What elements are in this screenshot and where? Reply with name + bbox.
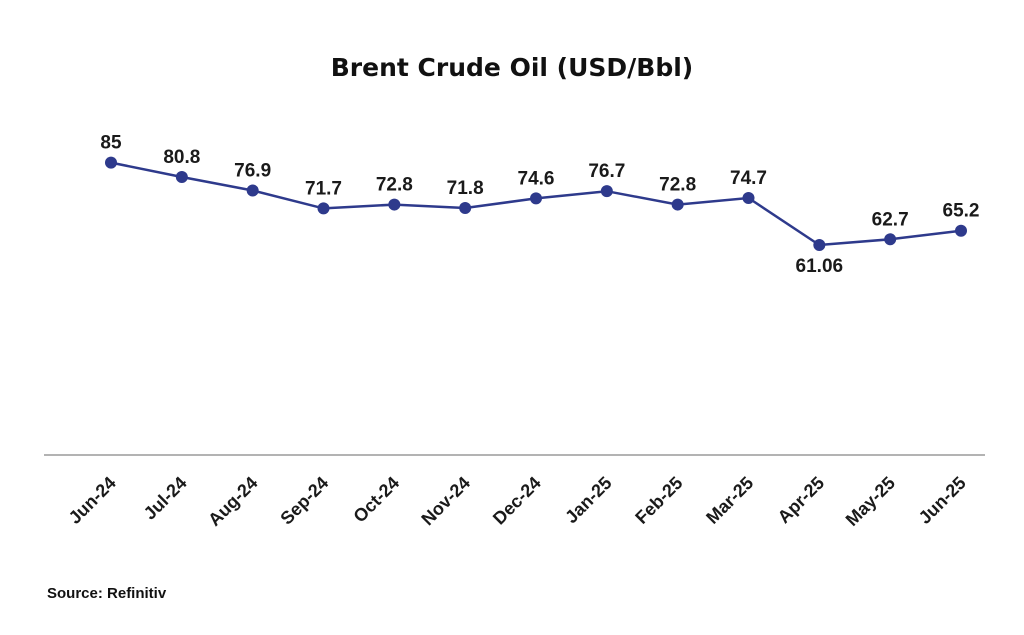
data-label: 62.7 bbox=[872, 209, 909, 230]
x-tick-label: Nov-24 bbox=[417, 473, 474, 530]
x-tick-label: Mar-25 bbox=[702, 473, 757, 528]
data-label: 74.6 bbox=[518, 168, 555, 189]
x-tick-label: Dec-24 bbox=[489, 473, 545, 529]
data-label: 80.8 bbox=[163, 147, 200, 168]
data-point bbox=[600, 185, 613, 198]
x-tick-label: Jun-24 bbox=[65, 473, 120, 528]
x-tick-label: Jan-25 bbox=[561, 473, 615, 527]
x-tick-label: May-25 bbox=[842, 473, 899, 530]
data-point bbox=[246, 184, 259, 197]
x-tick-label: Sep-24 bbox=[276, 473, 332, 529]
data-point bbox=[530, 192, 542, 205]
x-tick-label: Apr-25 bbox=[774, 473, 828, 527]
data-point bbox=[884, 233, 897, 246]
x-tick-label: Jun-25 bbox=[915, 473, 970, 528]
data-point bbox=[813, 238, 826, 251]
data-label: 85 bbox=[100, 133, 122, 154]
plot-area: 85 80.8 76.9 71.7 72.8 71.8 74.6 76.7 72.8 74.7 61… bbox=[65, 133, 980, 530]
data-point bbox=[175, 171, 188, 184]
data-point bbox=[671, 198, 684, 211]
data-point bbox=[459, 202, 472, 215]
data-label: 72.8 bbox=[376, 175, 413, 196]
data-label: 72.8 bbox=[659, 175, 696, 196]
data-point bbox=[955, 224, 967, 237]
data-label: 71.8 bbox=[447, 178, 484, 199]
chart-title: Brent Crude Oil (USD/Bbl) bbox=[331, 53, 693, 82]
data-label: 74.7 bbox=[730, 168, 767, 189]
data-point bbox=[388, 198, 401, 211]
x-tick-label: Feb-25 bbox=[631, 473, 686, 528]
data-label: 61.06 bbox=[796, 256, 844, 277]
data-label: 76.9 bbox=[234, 160, 271, 181]
data-point bbox=[105, 156, 117, 169]
data-point bbox=[317, 202, 330, 215]
x-tick-label: Aug-24 bbox=[204, 473, 261, 530]
data-point bbox=[742, 192, 755, 205]
data-label: 71.7 bbox=[305, 178, 342, 199]
x-tick-label: Jul-24 bbox=[140, 473, 191, 524]
source-note: Source: Refinitiv bbox=[47, 585, 167, 602]
data-label: 76.7 bbox=[588, 161, 625, 182]
data-label: 65.2 bbox=[943, 201, 980, 222]
x-tick-label: Oct-24 bbox=[349, 473, 403, 527]
